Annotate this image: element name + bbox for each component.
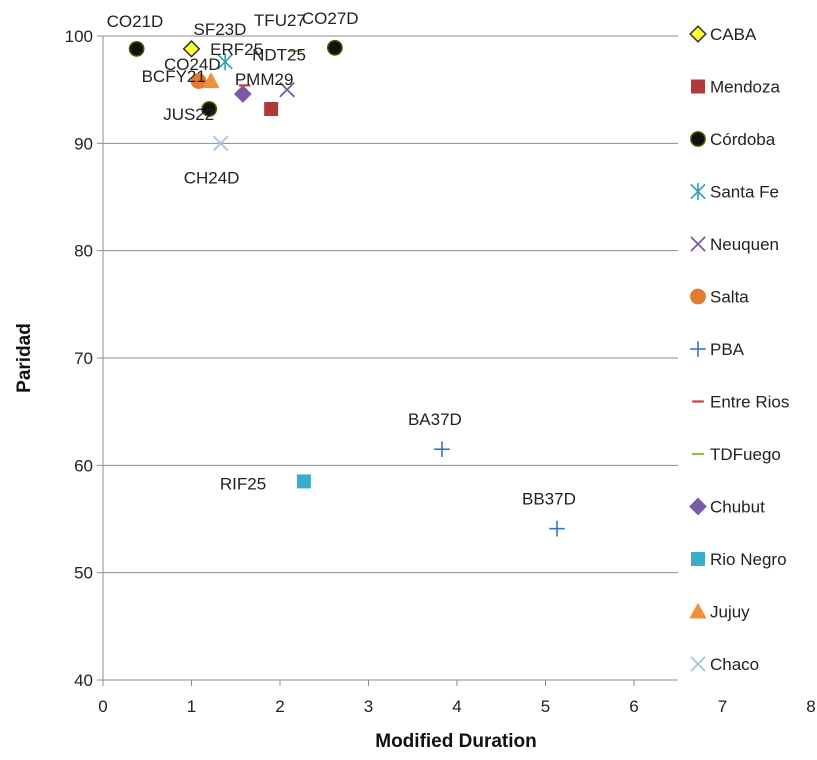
data-point-córdoba-0 [129,42,143,56]
point-label: JUS22 [163,105,214,124]
legend-label: Córdoba [710,130,776,149]
legend-item: TDFuego [692,445,781,464]
legend-marker-caba [690,26,706,42]
x-tick-label: 0 [98,697,107,716]
y-tick-label: 50 [74,564,93,583]
y-tick-label: 90 [74,134,93,153]
legend-item: Chaco [691,655,759,674]
y-tick-label: 60 [74,456,93,475]
point-label: RIF25 [220,474,266,493]
data-point-pba-0 [434,441,450,457]
data-point-mendoza-0 [265,102,278,115]
legend-label: Neuquen [710,235,779,254]
legend-item: Santa Fe [691,183,779,202]
data-point-pba-1 [549,521,565,537]
legend-item: CABA [690,25,757,44]
grid-layer [103,36,678,680]
legend-item: Salta [691,288,749,307]
legend-marker-santa-fe [691,183,705,200]
legend-item: Chubut [690,498,765,517]
legend-marker-chaco [691,657,705,671]
legend-marker-chubut [690,499,706,515]
y-tick-label: 100 [65,27,93,46]
legend-item: Neuquen [691,235,779,254]
legend-label: Rio Negro [710,550,787,569]
x-tick-label: 8 [806,697,815,716]
x-tick-label: 2 [275,697,284,716]
legend-marker-pba [690,341,706,357]
legend-item: PBA [690,340,744,359]
legend-item: Entre Rios [692,393,789,412]
point-label: CO27D [302,9,359,28]
legend-item: Mendoza [692,78,781,97]
point-label: BA37D [408,410,462,429]
x-tick-label: 3 [364,697,373,716]
x-tick-label: 6 [629,697,638,716]
legend: CABA Mendoza Córdoba Santa Fe Neuquen Salta PB… [690,25,789,674]
x-tick-label: 1 [187,697,196,716]
legend-label: Jujuy [710,603,750,622]
x-tick-label: 7 [718,697,727,716]
point-label: CO24D [164,55,221,74]
legend-marker-córdoba [691,132,705,146]
point-label: SF23D [194,20,247,39]
point-label: TFU27 [254,11,306,30]
legend-marker-jujuy [690,604,706,618]
legend-label: Chubut [710,498,765,517]
x-axis-title: Modified Duration [375,731,536,752]
legend-marker-rio-negro [692,553,705,566]
legend-label: Santa Fe [710,183,779,202]
legend-label: Mendoza [710,78,780,97]
legend-marker-neuquen [691,237,705,251]
y-tick-label: 40 [74,671,93,690]
y-tick-label: 70 [74,349,93,368]
point-label: CH24D [184,168,240,187]
data-point-rio-negro-0 [297,475,310,488]
legend-label: Salta [710,288,749,307]
y-axis-title: Paridad [14,323,35,393]
legend-marker-mendoza [692,80,705,93]
point-label: BB37D [522,490,576,509]
data-point-córdoba-1 [328,41,342,55]
legend-label: TDFuego [710,445,781,464]
legend-label: CABA [710,25,757,44]
point-label: NDT25 [252,46,306,65]
legend-label: PBA [710,340,745,359]
point-label: PMM29 [235,70,294,89]
x-tick-label: 4 [452,697,461,716]
legend-item: Córdoba [691,130,776,149]
legend-item: Rio Negro [692,550,787,569]
legend-item: Jujuy [690,603,750,622]
legend-marker-salta [691,289,705,303]
point-label: CO21D [107,12,164,31]
y-tick-label: 80 [74,242,93,261]
legend-label: Chaco [710,655,759,674]
x-tick-label: 5 [541,697,550,716]
legend-label: Entre Rios [710,393,789,412]
